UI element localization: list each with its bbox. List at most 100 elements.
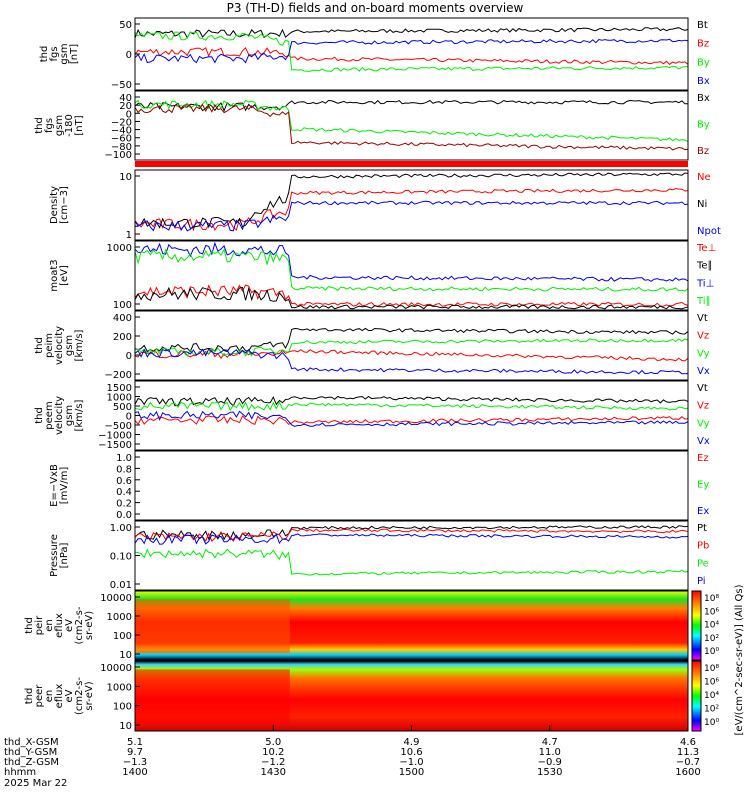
- ylabel-1-3: -180: [64, 114, 75, 137]
- legend-4-1: Vz: [697, 331, 709, 342]
- legend-5-3: Vx: [697, 436, 710, 447]
- series-line-1-1: [134, 99, 689, 143]
- ylabel-9-2: en: [44, 690, 55, 703]
- ytick-label-5-0: 1500: [107, 383, 132, 394]
- legend-0-1: Bz: [697, 39, 709, 50]
- legend-0-0: Bt: [697, 20, 708, 31]
- series-line-0-1: [134, 46, 689, 66]
- legend-6-0: Ez: [697, 453, 709, 464]
- ylabel-8-1: peir: [34, 615, 45, 635]
- ylabel-8-5: (cm2-s-: [74, 606, 85, 644]
- ylabel-7-1: [nPa]: [59, 542, 70, 568]
- orbit-y-2: 10.6: [400, 747, 422, 758]
- ylabel-2-1: [cm−3]: [59, 186, 70, 224]
- ytick-label-4-2: 0: [126, 351, 132, 362]
- ylabel-6-1: [mV/m]: [59, 467, 70, 505]
- ylabel-1-0: thd: [34, 117, 45, 134]
- ytick-label-9-1: 1000: [107, 682, 132, 693]
- orbit-y-0: 9.7: [127, 747, 143, 758]
- ytick-label-6-0: 1.0: [116, 453, 132, 464]
- orbit-x-3: 4.7: [542, 737, 558, 748]
- series-line-3-1: [134, 286, 689, 310]
- ylabel-5-1: peem: [44, 401, 55, 429]
- legend-7-2: Pe: [697, 558, 709, 569]
- orbit-y-3: 11.0: [539, 747, 561, 758]
- ylabel-9-6: sr-eV): [84, 681, 95, 710]
- colorbar-tick-1-3: 10²: [704, 705, 719, 715]
- ytick-label-0-1: 0: [126, 50, 132, 61]
- colorbar-tick-0-3: 10²: [704, 634, 719, 644]
- legend-5-0: Vt: [697, 383, 708, 394]
- ytick-label-4-1: 200: [113, 332, 132, 343]
- series-line-5-1: [134, 415, 689, 425]
- ylabel-9-0: thd: [24, 688, 35, 705]
- panel-frame-2: [134, 169, 689, 241]
- series-line-2-1: [135, 172, 689, 229]
- ylabel-6-0: E=−VxB: [49, 464, 60, 507]
- ylabel-4-0: thd: [34, 337, 45, 354]
- colorbar-tick-0-4: 10⁰: [704, 647, 719, 657]
- orbit-y-1: 10.2: [262, 747, 284, 758]
- colorbar-tick-0-0: 10⁸: [704, 594, 719, 604]
- ylabel-9-4: eV: [64, 689, 75, 702]
- ylabel-5-2: velocity: [54, 396, 65, 435]
- orbit-z-0: −1.3: [123, 757, 147, 768]
- legend-1-2: Bz: [697, 146, 709, 157]
- orbit-z-3: −0.9: [538, 757, 562, 768]
- colorbar-0: [691, 590, 702, 661]
- ytick-label-1-7: −100: [105, 150, 132, 161]
- legend-7-0: Pt: [697, 523, 707, 534]
- chart-title: P3 (TH-D) fields and on-board moments ov…: [226, 1, 524, 15]
- ytick-label-6-4: 0.2: [116, 499, 132, 510]
- colorbar-tick-1-4: 10⁰: [704, 718, 719, 728]
- ytick-label-9-0: 10000: [100, 663, 132, 674]
- ytick-label-7-1: 0.10: [110, 552, 132, 563]
- legend-3-0: Te⊥: [696, 243, 716, 254]
- legend-4-2: Vy: [697, 348, 710, 359]
- series-line-7-1: [134, 528, 689, 543]
- ytick-label-4-0: 400: [113, 313, 132, 324]
- ytick-label-1-3: −20: [111, 117, 132, 128]
- series-line-5-2: [134, 401, 689, 412]
- panel-frame-5: [134, 380, 689, 451]
- ylabel-0-1: fgs: [49, 46, 60, 61]
- ytick-label-1-6: −80: [111, 142, 132, 153]
- ylabel-2-0: Density: [49, 186, 60, 224]
- ylabel-5-3: gsm: [64, 405, 75, 426]
- legend-2-2: Npot: [697, 226, 721, 237]
- ylabel-4-2: velocity: [54, 326, 65, 365]
- panel-frame-4: [134, 310, 689, 381]
- series-line-7-0: [134, 525, 689, 541]
- colorbar-1: [691, 660, 702, 732]
- legend-3-3: Ti∥: [696, 296, 711, 307]
- legend-1-0: Bx: [697, 93, 710, 104]
- ytick-label-3-1: 100: [113, 300, 132, 311]
- legend-3-1: Te∥: [696, 261, 713, 272]
- ytick-label-5-6: −1500: [98, 440, 132, 451]
- orbit-t-2: 1500: [399, 767, 424, 778]
- legend-0-3: Bx: [697, 76, 710, 87]
- orbit-label-0: thd_X-GSM: [4, 737, 59, 748]
- ylabel-4-3: gsm: [64, 335, 75, 356]
- ytick-label-3-0: 1000: [107, 243, 132, 254]
- ytick-label-5-4: −500: [105, 421, 132, 432]
- ylabel-9-5: (cm2-s-: [74, 677, 85, 715]
- ylabel-8-0: thd: [24, 617, 35, 634]
- orbit-z-1: −1.2: [261, 757, 285, 768]
- ytick-label-1-4: −40: [111, 126, 132, 137]
- series-line-4-1: [134, 348, 689, 362]
- ylabel-1-4: [nT]: [74, 115, 85, 135]
- orbit-y-4: 11.3: [677, 747, 699, 758]
- series-line-3-3: [134, 248, 689, 292]
- orbit-x-2: 4.9: [404, 737, 420, 748]
- series-line-2-2: [134, 200, 689, 232]
- panel-frame-6: [134, 450, 689, 521]
- legend-7-1: Pb: [697, 541, 709, 552]
- ylabel-8-4: eV: [64, 619, 75, 632]
- orbit-x-1: 5.0: [265, 737, 281, 748]
- series-line-5-3: [134, 410, 689, 427]
- ytick-label-8-3: 10: [119, 650, 132, 661]
- ylabel-8-6: sr-eV): [84, 611, 95, 640]
- ylabel-8-3: eflux: [54, 613, 65, 638]
